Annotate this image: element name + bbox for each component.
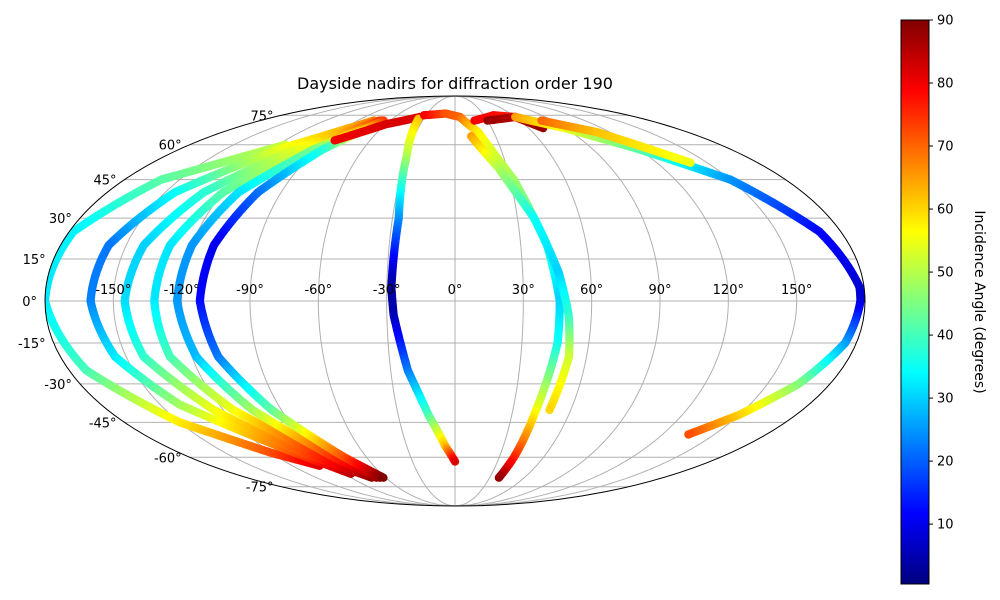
colorbar-tick-label: 70 xyxy=(937,140,954,155)
colorbar-tick-label: 40 xyxy=(937,329,954,344)
lat-tick-label: -60° xyxy=(154,451,182,466)
scatter-points xyxy=(45,109,865,482)
colorbar-tick-label: 10 xyxy=(937,518,954,533)
colorbar-tick-label: 30 xyxy=(937,392,954,407)
data-point xyxy=(494,473,504,482)
data-point xyxy=(684,430,693,439)
meridian-gridline xyxy=(454,96,798,506)
lon-tick-label: -120° xyxy=(164,283,200,298)
lon-tick-label: -60° xyxy=(304,283,332,298)
data-point xyxy=(379,473,388,482)
lat-tick-label: 75° xyxy=(250,109,273,124)
meridian-gridline xyxy=(454,96,593,506)
lon-tick-label: -150° xyxy=(95,283,131,298)
lat-tick-label: -15° xyxy=(18,337,46,352)
lat-tick-label: 45° xyxy=(94,174,117,189)
lon-tick-label: 0° xyxy=(448,283,463,298)
data-point xyxy=(686,158,695,167)
lat-tick-label: 15° xyxy=(23,253,46,268)
gridlines xyxy=(45,96,865,506)
meridian-gridline xyxy=(454,96,524,506)
lon-tick-label: 120° xyxy=(713,283,744,298)
colorbar-label: Incidence Angle (degrees) xyxy=(971,210,987,393)
colorbar-tick-label: 80 xyxy=(937,77,954,92)
lat-tick-label: 60° xyxy=(159,139,182,154)
lat-tick-label: 30° xyxy=(49,212,72,227)
chart-title: Dayside nadirs for diffraction order 190 xyxy=(297,74,613,93)
lon-tick-label: -90° xyxy=(236,283,264,298)
lon-tick-label: 60° xyxy=(580,283,603,298)
lon-tick-label: 90° xyxy=(648,283,671,298)
lon-tick-label: -30° xyxy=(373,283,401,298)
meridian-gridline xyxy=(454,96,661,506)
lat-tick-label: 0° xyxy=(22,295,37,310)
colorbar-gradient xyxy=(900,19,930,585)
colorbar-tick-label: 60 xyxy=(937,203,954,218)
data-point xyxy=(545,405,554,415)
data-point xyxy=(450,457,460,466)
colorbar: 10 20 30 40 50 60 70 80 90 Incidence Angle (degr… xyxy=(900,14,987,585)
lat-tick-label: -30° xyxy=(44,378,72,393)
lon-tick-label: 30° xyxy=(512,283,535,298)
colorbar-tick-label: 20 xyxy=(937,455,954,470)
meridian-gridline xyxy=(317,96,456,506)
lon-tick-label: 150° xyxy=(781,283,812,298)
colorbar-tick-label: 50 xyxy=(937,266,954,281)
colorbar-tick-label: 90 xyxy=(937,14,954,29)
meridian-gridline xyxy=(112,96,456,506)
lat-tick-label: -75° xyxy=(246,481,274,496)
lat-tick-label: -45° xyxy=(89,416,117,431)
colorbar-ticks: 10 20 30 40 50 60 70 80 90 xyxy=(929,14,954,533)
